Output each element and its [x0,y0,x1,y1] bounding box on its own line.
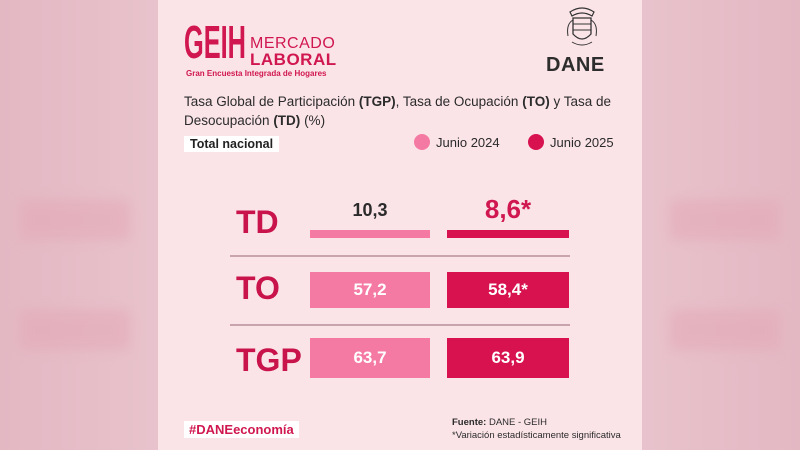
logo-subtitle: Gran Encuesta Integrada de Hogares [186,69,327,78]
legend-swatch-2024 [414,134,430,150]
bar-tgp-2025: 63,9 [447,338,569,378]
dane-logo-text: DANE [546,54,605,76]
colombia-coat-of-arms-icon [567,7,597,46]
data-label-to-2025: 58,4* [488,280,528,299]
scope-label: Total nacional [184,136,280,152]
chart-subtitle: Tasa Global de Participación (TGP), Tasa… [184,92,624,130]
source-note: Fuente: DANE - GEIH *Variación estadísti… [452,416,621,442]
subtitle-part: (%) [300,113,326,128]
legend-label-2025: Junio 2025 [550,134,614,150]
data-label-tgp-2024: 63,7 [353,348,387,367]
background-decoration [20,310,130,350]
hashtag-label: #DANEeconomía [184,421,299,438]
logo-mercado: MERCADO [250,35,336,52]
background-decoration [20,200,130,240]
row-label-td: TD [236,204,279,240]
data-label-to-2024: 57,2 [353,280,387,299]
logo-laboral: LABORAL [250,50,337,69]
bar-td-2024 [310,230,430,238]
geih-logo-text: GEIH [184,16,246,64]
subtitle-abbr: (TD) [273,113,301,128]
row-divider [230,255,570,257]
legend-item-2025: Junio 2025 [528,134,614,150]
data-label-td-2024: 10,3 [352,200,388,220]
subtitle-part: y Tasa de Desocupación [184,94,611,128]
subtitle-abbr: (TO) [522,94,550,109]
row-divider [230,324,570,326]
background-decoration [670,310,780,350]
data-label-td-2025: 8,6* [484,194,532,224]
bar-td-2025 [447,230,569,238]
bar-to-2024: 57,2 [310,272,430,308]
significance-note: *Variación estadísticamente significativ… [452,430,621,441]
row-label-to: TO [236,270,280,306]
subtitle-part: , Tasa de Ocupación [395,94,523,109]
data-label-tgp-2025: 63,9 [491,348,525,367]
row-label-tgp: TGP [236,342,302,378]
background-decoration [670,200,780,240]
bar-tgp-2024: 63,7 [310,338,430,378]
legend-label-2024: Junio 2024 [436,134,500,150]
legend-swatch-2025 [528,134,544,150]
bar-to-2025: 58,4* [447,272,569,308]
source-value: DANE - GEIH [486,417,548,428]
legend-item-2024: Junio 2024 [414,134,500,150]
subtitle-abbr: (TGP) [358,94,396,109]
geih-logo: GEIH [184,16,246,64]
infographic-card: GEIH MERCADO LABORAL Gran Encuesta Integ… [158,0,642,450]
subtitle-part: Tasa Global de Participación [184,94,359,109]
source-label: Fuente: [452,417,487,428]
